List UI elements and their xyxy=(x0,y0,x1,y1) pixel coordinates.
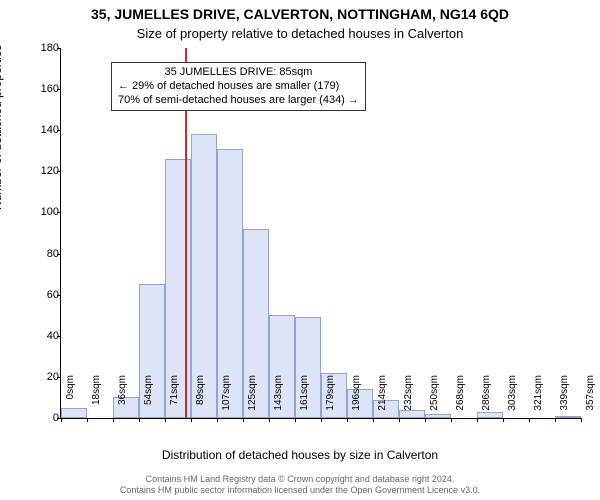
y-tick-label: 40 xyxy=(29,330,59,342)
y-tick-mark xyxy=(57,89,61,90)
y-axis-label: Number of detached properties xyxy=(0,45,4,210)
x-tick-mark xyxy=(555,418,556,422)
x-tick-mark xyxy=(503,418,504,422)
x-tick-mark xyxy=(399,418,400,422)
annotation-line: ← 29% of detached houses are smaller (17… xyxy=(118,80,359,94)
x-tick-label: 71sqm xyxy=(169,375,180,420)
x-tick-mark xyxy=(347,418,348,422)
footer-line-1: Contains HM Land Registry data © Crown c… xyxy=(146,474,455,484)
footer-line-2: Contains HM public sector information li… xyxy=(120,485,480,495)
x-tick-mark xyxy=(477,418,478,422)
y-tick-label: 20 xyxy=(29,371,59,383)
y-tick-mark xyxy=(57,295,61,296)
x-tick-label: 268sqm xyxy=(455,375,466,420)
x-tick-label: 250sqm xyxy=(429,375,440,420)
y-tick-mark xyxy=(57,254,61,255)
y-tick-label: 100 xyxy=(29,206,59,218)
y-tick-label: 160 xyxy=(29,83,59,95)
y-tick-label: 180 xyxy=(29,42,59,54)
x-tick-mark xyxy=(269,418,270,422)
x-tick-mark xyxy=(425,418,426,422)
x-tick-label: 196sqm xyxy=(351,375,362,420)
x-tick-mark xyxy=(139,418,140,422)
y-tick-label: 140 xyxy=(29,124,59,136)
y-tick-label: 120 xyxy=(29,165,59,177)
y-tick-mark xyxy=(57,130,61,131)
x-tick-mark xyxy=(217,418,218,422)
chart-plot-area: 0204060801001201401601800sqm18sqm36sqm54… xyxy=(60,48,581,419)
x-tick-label: 89sqm xyxy=(195,375,206,420)
x-tick-label: 303sqm xyxy=(507,375,518,420)
x-tick-mark xyxy=(113,418,114,422)
y-tick-label: 0 xyxy=(29,412,59,424)
x-tick-label: 143sqm xyxy=(273,375,284,420)
annotation-line: 70% of semi-detached houses are larger (… xyxy=(118,94,359,108)
x-tick-mark xyxy=(191,418,192,422)
x-tick-label: 357sqm xyxy=(585,375,596,420)
x-tick-mark xyxy=(87,418,88,422)
x-tick-label: 54sqm xyxy=(143,375,154,420)
page-title-1: 35, JUMELLES DRIVE, CALVERTON, NOTTINGHA… xyxy=(0,6,600,22)
x-tick-label: 161sqm xyxy=(299,375,310,420)
x-tick-label: 286sqm xyxy=(481,375,492,420)
y-tick-label: 60 xyxy=(29,289,59,301)
x-tick-label: 125sqm xyxy=(247,375,258,420)
x-tick-label: 214sqm xyxy=(377,375,388,420)
x-tick-label: 321sqm xyxy=(533,375,544,420)
x-tick-label: 232sqm xyxy=(403,375,414,420)
y-tick-mark xyxy=(57,48,61,49)
footer-text: Contains HM Land Registry data © Crown c… xyxy=(0,474,600,496)
page-title-2: Size of property relative to detached ho… xyxy=(0,26,600,41)
x-tick-mark xyxy=(451,418,452,422)
x-tick-mark xyxy=(295,418,296,422)
x-axis-label: Distribution of detached houses by size … xyxy=(0,448,600,462)
x-tick-mark xyxy=(581,418,582,422)
x-tick-mark xyxy=(243,418,244,422)
x-tick-label: 18sqm xyxy=(91,375,102,420)
x-tick-mark xyxy=(165,418,166,422)
x-tick-mark xyxy=(61,418,62,422)
y-tick-mark xyxy=(57,336,61,337)
y-tick-mark xyxy=(57,212,61,213)
x-tick-label: 36sqm xyxy=(117,375,128,420)
x-tick-mark xyxy=(321,418,322,422)
x-tick-mark xyxy=(373,418,374,422)
y-tick-mark xyxy=(57,171,61,172)
x-tick-label: 179sqm xyxy=(325,375,336,420)
annotation-line: 35 JUMELLES DRIVE: 85sqm xyxy=(118,66,359,80)
annotation-box: 35 JUMELLES DRIVE: 85sqm← 29% of detache… xyxy=(111,62,366,111)
x-tick-mark xyxy=(529,418,530,422)
y-tick-mark xyxy=(57,377,61,378)
x-tick-label: 0sqm xyxy=(65,375,76,420)
x-tick-label: 339sqm xyxy=(559,375,570,420)
x-tick-label: 107sqm xyxy=(221,375,232,420)
y-tick-label: 80 xyxy=(29,248,59,260)
